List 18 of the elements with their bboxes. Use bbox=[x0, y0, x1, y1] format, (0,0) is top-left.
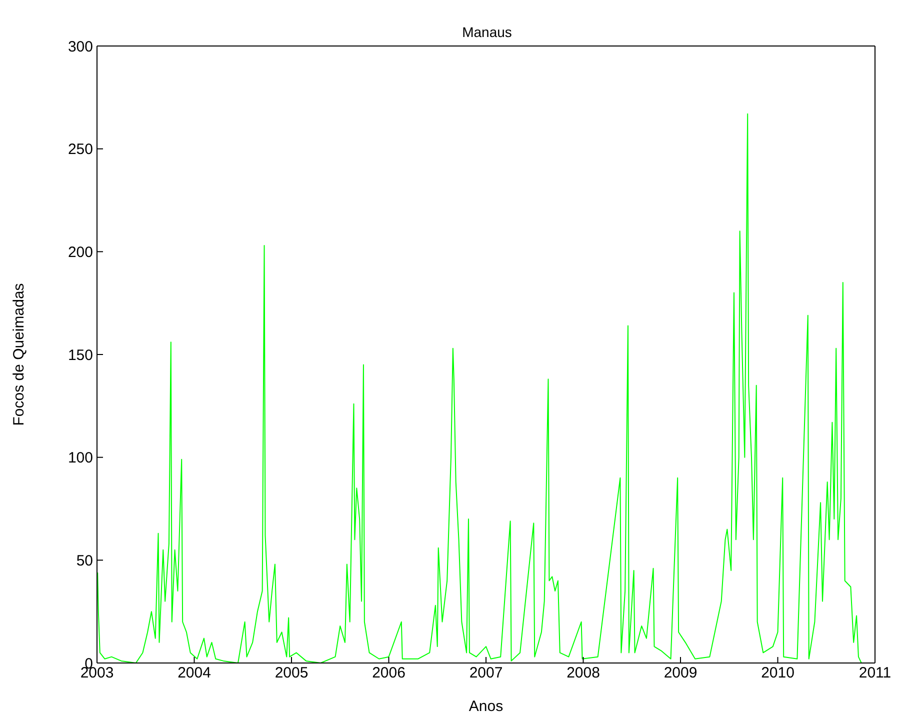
line-series bbox=[97, 113, 862, 663]
x-tick-label: 2011 bbox=[858, 664, 892, 682]
x-tick-label: 2010 bbox=[761, 664, 794, 682]
x-tick-label: 2007 bbox=[469, 664, 503, 682]
x-tick-label: 2006 bbox=[372, 664, 406, 682]
y-tick-label: 250 bbox=[68, 141, 93, 158]
y-tick-label: 100 bbox=[68, 450, 93, 467]
x-tick-label: 2009 bbox=[664, 664, 698, 682]
y-tick-label: 150 bbox=[68, 346, 93, 364]
x-tick-label: 2004 bbox=[178, 664, 211, 682]
x-tick-label: 2008 bbox=[566, 664, 600, 682]
x-tick-label: 2005 bbox=[274, 664, 308, 682]
y-tick-label: 300 bbox=[68, 38, 93, 56]
y-axis-title: Focos de Queimadas bbox=[10, 283, 28, 426]
chart-title: Manaus bbox=[461, 24, 513, 40]
y-tick-label: 200 bbox=[68, 244, 93, 261]
x-axis-title: Anos bbox=[468, 698, 504, 715]
y-tick-label: 50 bbox=[76, 552, 93, 570]
